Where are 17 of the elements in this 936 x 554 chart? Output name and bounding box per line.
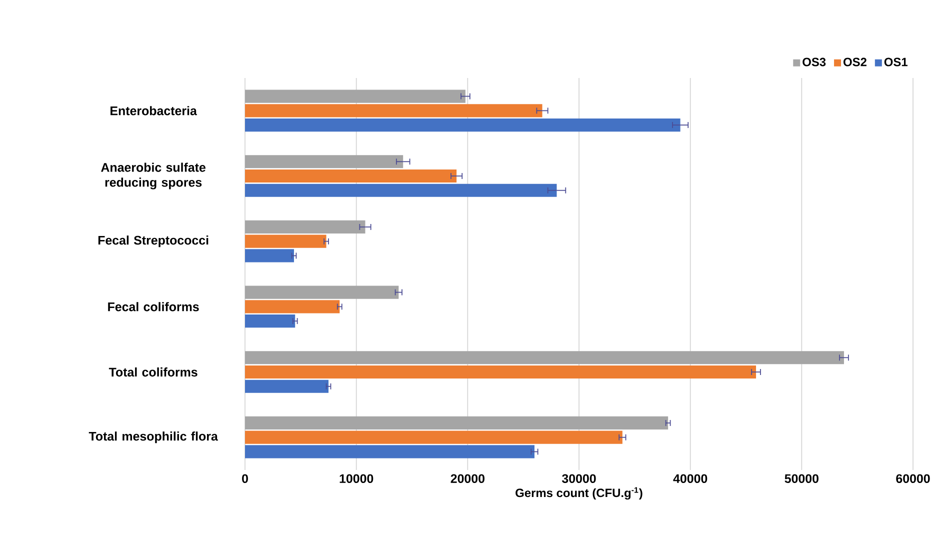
x-tick-label: 0 xyxy=(242,474,248,484)
x-tick-label: 50000 xyxy=(784,474,818,484)
legend-label: OS2 xyxy=(844,58,866,66)
y-tick-label: Total coliforms xyxy=(108,367,198,377)
x-axis-title: Germs count (CFU.g$^{-1}$) xyxy=(516,487,642,500)
x-tick-label: 30000 xyxy=(562,474,596,484)
x-tick-label: 10000 xyxy=(340,474,374,484)
legend-label: OS1 xyxy=(884,58,908,66)
legend-label: OS3 xyxy=(802,58,826,66)
y-tick-label: Anaerobic sulfate reducing spores xyxy=(101,162,206,190)
x-tick-label: 40000 xyxy=(673,474,708,484)
y-tick-label: Fecal Streptococci xyxy=(98,236,208,248)
y-tick-label: Fecal coliforms xyxy=(108,302,199,312)
x-tick-label: 20000 xyxy=(450,474,484,484)
y-tick-label: Total mesophilic flora xyxy=(88,432,218,444)
y-tick-label: Enterobacteria xyxy=(110,106,197,116)
x-tick-label: 60000 xyxy=(896,474,930,484)
